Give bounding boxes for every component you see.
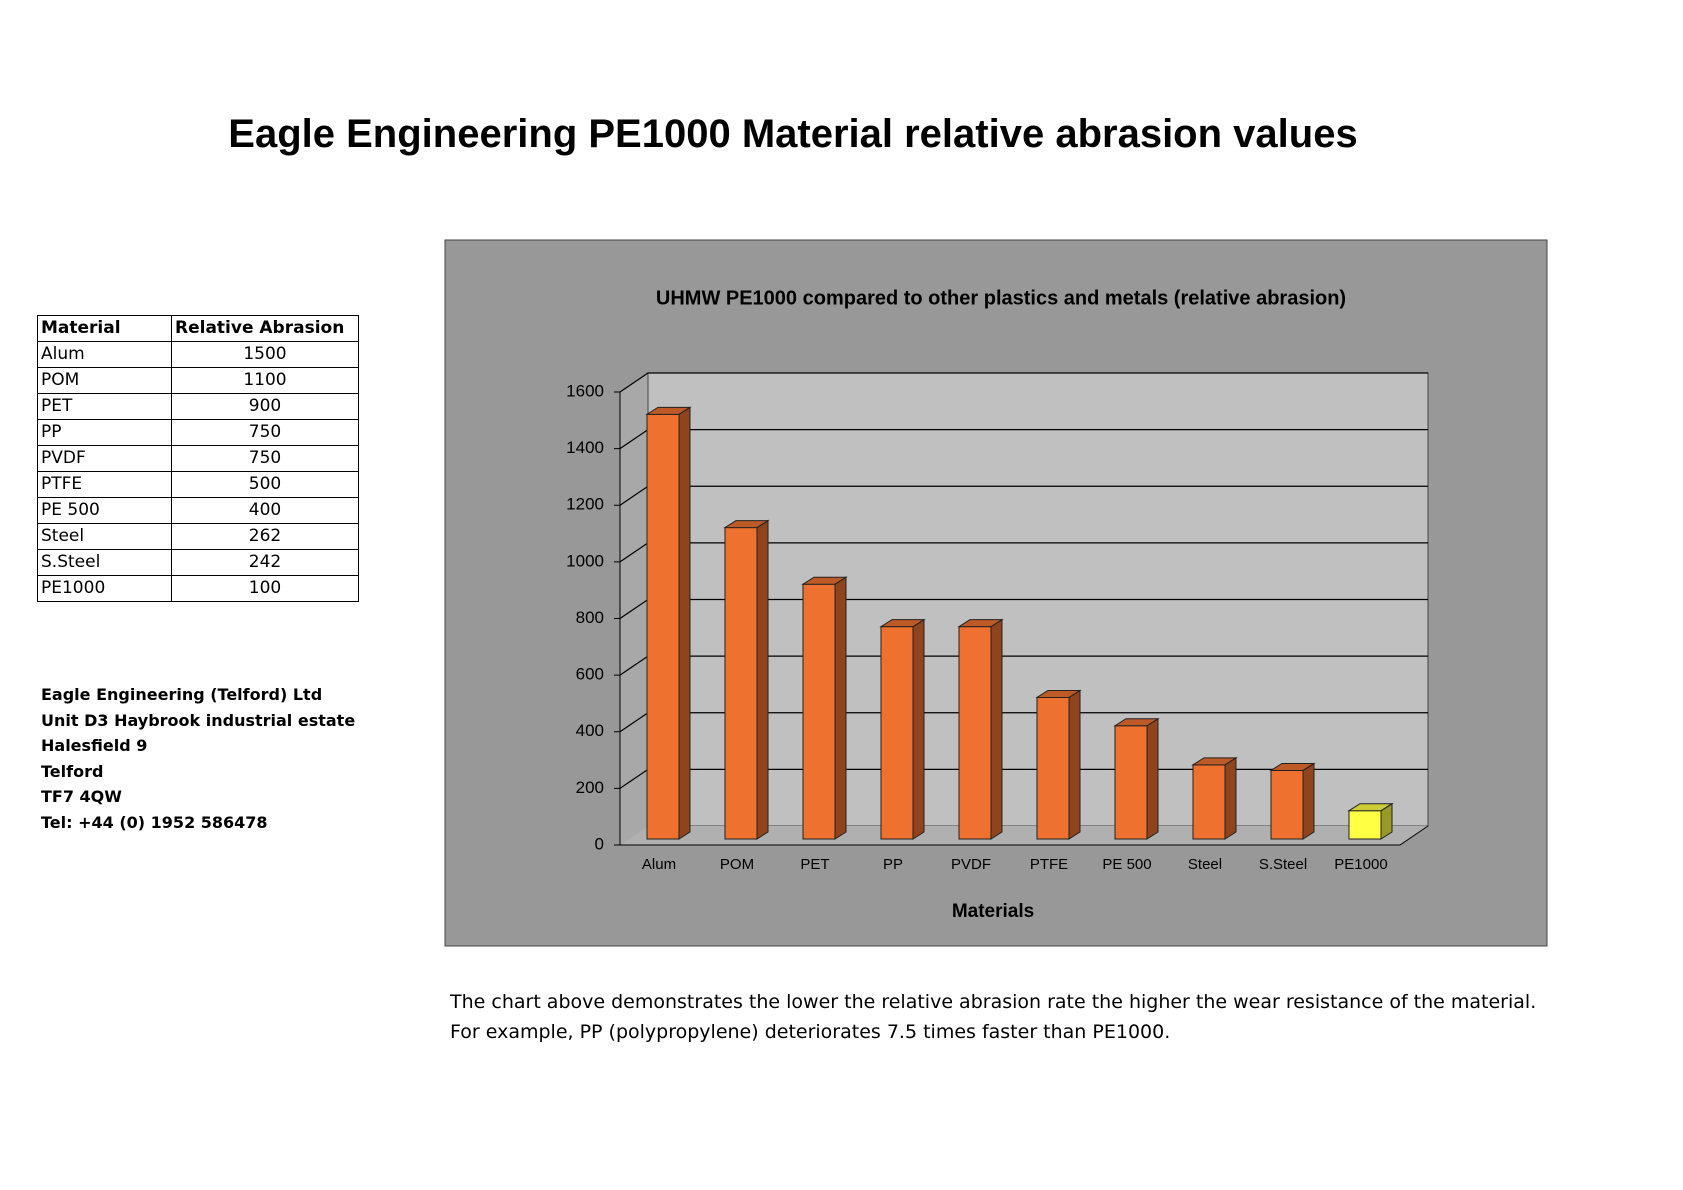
bar-side xyxy=(1302,762,1315,840)
bar-side xyxy=(912,618,925,840)
table-row: S.Steel 242 xyxy=(37,549,359,576)
x-tick-label: PVDF xyxy=(951,856,991,873)
table-cell: Steel xyxy=(37,523,172,550)
table-cell: PVDF xyxy=(37,445,172,472)
bar-front xyxy=(1270,769,1304,840)
bar-side xyxy=(834,576,847,840)
bar-top xyxy=(1035,689,1082,698)
address-line: TF7 4QW xyxy=(41,787,122,807)
y-tick-label: 1200 xyxy=(566,495,604,514)
x-tick-label: Alum xyxy=(642,856,676,873)
bar-side xyxy=(678,406,691,840)
footnote: The chart above demonstrates the lower t… xyxy=(450,987,1536,1047)
bar-top xyxy=(879,619,926,628)
bar-top xyxy=(957,619,1004,628)
bar-front xyxy=(724,527,758,840)
chart-title: UHMW PE1000 compared to other plastics a… xyxy=(656,287,1346,309)
bar-front xyxy=(1114,725,1148,840)
address-line: Telford xyxy=(41,761,104,781)
table-cell: 1100 xyxy=(171,367,359,394)
table-row: PVDF 750 xyxy=(37,445,359,472)
bar-top xyxy=(1269,762,1316,771)
table-cell: 242 xyxy=(171,549,359,576)
table-cell: PTFE xyxy=(37,471,172,498)
bar-side xyxy=(1068,689,1081,840)
y-tick-label: 800 xyxy=(576,608,604,627)
table-cell: PET xyxy=(37,393,172,420)
x-tick-label: POM xyxy=(720,856,754,873)
table-cell: Alum xyxy=(37,341,172,368)
y-tick-label: 1000 xyxy=(566,551,604,570)
y-tick-label: 200 xyxy=(576,778,604,797)
bar-top xyxy=(801,576,848,585)
x-tick-label: PE1000 xyxy=(1334,856,1387,873)
table-cell: PP xyxy=(37,419,172,446)
table-cell: 750 xyxy=(171,419,359,446)
x-tick-label: PTFE xyxy=(1030,856,1068,873)
table-row: POM 1100 xyxy=(37,367,359,394)
table-row: Steel 262 xyxy=(37,523,359,550)
y-tick-label: 1600 xyxy=(566,381,604,400)
bar-front xyxy=(646,413,680,840)
table-cell: POM xyxy=(37,367,172,394)
bar-front xyxy=(1348,810,1382,840)
x-tick-label: PE 500 xyxy=(1102,856,1151,873)
x-tick-label: PP xyxy=(883,856,903,873)
x-axis-title: Materials xyxy=(952,901,1034,922)
data-table: Material Relative Abrasion Alum 1500 POM 1100… xyxy=(37,315,359,602)
address: Eagle Engineering (Telford) Ltd Unit D3 H… xyxy=(41,682,355,836)
table-row: PE1000 100 xyxy=(37,575,359,602)
table-cell: 400 xyxy=(171,497,359,524)
page-title: Eagle Engineering PE1000 Material relati… xyxy=(228,112,1358,156)
x-tick-label: Steel xyxy=(1188,856,1222,873)
y-tick-label: 1400 xyxy=(566,438,604,457)
bar-top xyxy=(645,406,692,415)
bar-side xyxy=(1146,717,1159,840)
bar-top xyxy=(1113,718,1160,727)
footnote-line: For example, PP (polypropylene) deterior… xyxy=(450,1021,1171,1043)
y-tick-label: 0 xyxy=(595,834,604,853)
x-tick-label: S.Steel xyxy=(1259,856,1307,873)
grid-line xyxy=(619,372,1428,393)
table-cell: 750 xyxy=(171,445,359,472)
table-row: PET 900 xyxy=(37,393,359,420)
x-axis xyxy=(620,825,1429,846)
y-tick-label: 400 xyxy=(576,721,604,740)
table-row: PE 500 400 xyxy=(37,497,359,524)
bar-front xyxy=(880,626,914,840)
x-tick-label: PET xyxy=(800,856,829,873)
address-line: Unit D3 Haybrook industrial estate xyxy=(41,710,356,730)
bar-top xyxy=(1347,803,1394,812)
header-cell: Material xyxy=(37,315,172,342)
bar-front xyxy=(958,626,992,840)
bar-top xyxy=(723,520,770,529)
address-line: Eagle Engineering (Telford) Ltd xyxy=(41,685,323,704)
address-line: Halesfield 9 xyxy=(41,736,148,756)
table-row: PP 750 xyxy=(37,419,359,446)
bar-front xyxy=(1036,696,1070,840)
address-line: Tel: +44 (0) 1952 586478 xyxy=(41,812,268,832)
table-header: Material Relative Abrasion xyxy=(37,315,359,342)
header-cell: Relative Abrasion xyxy=(171,315,359,342)
table-row: PTFE 500 xyxy=(37,471,359,498)
bar-side xyxy=(990,618,1003,840)
y-tick-label: 600 xyxy=(576,665,604,684)
table-cell: 100 xyxy=(171,575,359,602)
table-cell: 262 xyxy=(171,523,359,550)
bar-top xyxy=(1191,757,1238,766)
bar-side xyxy=(1224,756,1237,840)
bar-side xyxy=(756,519,769,840)
bar-front xyxy=(1192,764,1226,840)
bar-front xyxy=(802,583,836,840)
footnote-line: The chart above demonstrates the lower t… xyxy=(450,991,1537,1013)
